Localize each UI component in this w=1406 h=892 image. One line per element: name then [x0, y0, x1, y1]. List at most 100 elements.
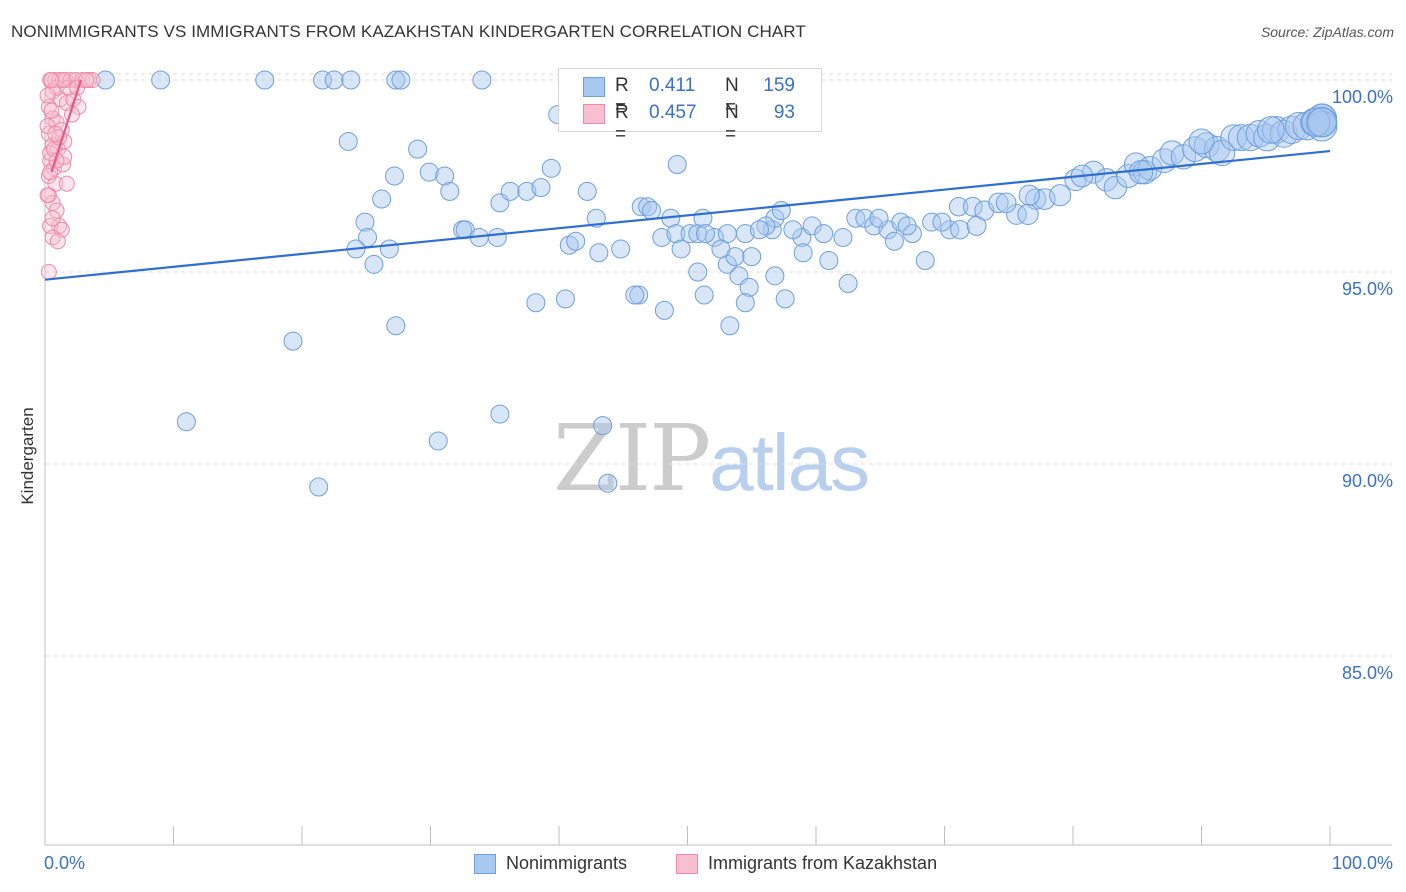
point-nonimmigrants: [555, 289, 575, 309]
point-nonimmigrants: [869, 208, 889, 228]
point-nonimmigrants: [775, 289, 795, 309]
point-nonimmigrants: [667, 154, 687, 174]
y-tick-label: 95.0%: [1342, 279, 1393, 299]
point-nonimmigrants: [654, 300, 674, 320]
n-label: N =: [725, 75, 739, 118]
point-nonimmigrants: [151, 70, 171, 90]
point-nonimmigrants: [671, 239, 691, 259]
point-nonimmigrants: [814, 224, 834, 244]
point-nonimmigrants: [440, 181, 460, 201]
watermark-zip: ZIP: [553, 405, 711, 512]
point-nonimmigrants: [1049, 184, 1072, 207]
y-tick-label: 100.0%: [1332, 87, 1393, 107]
source-label: Source: ZipAtlas.com: [1260, 24, 1394, 40]
legend-swatch-immigrants: [676, 854, 698, 874]
point-nonimmigrants: [922, 212, 942, 232]
point-immigrants: [58, 175, 75, 192]
point-nonimmigrants: [631, 197, 651, 217]
point-nonimmigrants: [255, 70, 275, 90]
point-nonimmigrants: [566, 231, 586, 251]
point-nonimmigrants: [1128, 160, 1154, 185]
point-nonimmigrants: [526, 293, 546, 313]
point-nonimmigrants: [694, 285, 714, 305]
watermark: ZIPatlas: [553, 405, 870, 512]
point-nonimmigrants: [586, 208, 606, 228]
legend-label-immigrants: Immigrants from Kazakhstan: [708, 853, 938, 873]
point-nonimmigrants: [625, 285, 645, 305]
point-nonimmigrants: [802, 216, 822, 236]
point-immigrants: [78, 72, 95, 88]
point-nonimmigrants: [765, 266, 785, 286]
point-immigrants: [44, 210, 61, 227]
point-nonimmigrants: [309, 477, 329, 497]
point-nonimmigrants: [940, 220, 960, 240]
point-nonimmigrants: [749, 220, 769, 240]
x-tick-label-max: 100.0%: [1332, 853, 1393, 873]
point-nonimmigrants: [391, 70, 411, 90]
point-nonimmigrants: [487, 227, 507, 247]
point-nonimmigrants: [897, 216, 917, 236]
point-immigrants: [47, 125, 64, 142]
point-nonimmigrants: [1006, 203, 1027, 225]
point-nonimmigrants: [666, 224, 686, 244]
point-immigrants: [40, 264, 57, 280]
point-immigrants: [43, 102, 60, 119]
point-immigrants: [49, 233, 66, 250]
point-nonimmigrants: [472, 70, 492, 90]
n-value: 159: [763, 75, 795, 96]
point-nonimmigrants: [593, 416, 613, 436]
point-nonimmigrants: [720, 316, 740, 336]
point-nonimmigrants: [950, 220, 970, 240]
point-nonimmigrants: [379, 239, 399, 259]
r-value: 0.411: [649, 75, 696, 96]
point-nonimmigrants: [884, 231, 904, 251]
point-nonimmigrants: [948, 197, 969, 217]
point-nonimmigrants: [1018, 184, 1040, 206]
point-nonimmigrants: [577, 181, 597, 201]
r-label: R =: [615, 75, 629, 118]
point-nonimmigrants: [742, 247, 762, 267]
trendline-immigrants: [50, 79, 83, 173]
point-nonimmigrants: [1227, 124, 1255, 152]
n-value: 93: [773, 102, 795, 123]
point-nonimmigrants: [735, 293, 755, 313]
point-nonimmigrants: [408, 139, 428, 159]
point-nonimmigrants: [1188, 128, 1215, 155]
point-nonimmigrants: [1307, 107, 1337, 138]
y-tick-label: 90.0%: [1342, 471, 1393, 491]
trendline-nonimmigrants: [44, 149, 1331, 281]
point-immigrants: [84, 72, 101, 88]
point-nonimmigrants: [428, 431, 448, 451]
point-nonimmigrants: [688, 262, 708, 282]
chart-title: NONIMMIGRANTS VS IMMIGRANTS FROM KAZAKHS…: [11, 22, 806, 41]
point-nonimmigrants: [966, 215, 987, 236]
point-nonimmigrants: [783, 220, 803, 240]
point-nonimmigrants: [833, 227, 853, 247]
point-nonimmigrants: [385, 166, 405, 186]
r-label: R =: [615, 102, 629, 145]
point-immigrants: [48, 202, 65, 219]
point-nonimmigrants: [695, 224, 715, 244]
point-nonimmigrants: [386, 70, 406, 90]
stats-swatch-nonimmigrants: [583, 77, 605, 97]
point-nonimmigrants: [838, 274, 858, 294]
stats-legend: R = 0.411 N = 159 R = 0.457 N = 93: [558, 68, 822, 145]
point-nonimmigrants: [988, 192, 1009, 214]
point-nonimmigrants: [680, 224, 700, 244]
r-value: 0.457: [649, 102, 697, 123]
point-nonimmigrants: [638, 197, 658, 217]
point-nonimmigrants: [176, 412, 196, 432]
point-nonimmigrants: [1208, 139, 1236, 167]
point-nonimmigrants: [642, 201, 662, 221]
point-nonimmigrants: [932, 212, 952, 232]
point-immigrants: [54, 72, 71, 88]
point-nonimmigrants: [1017, 203, 1039, 226]
stats-swatch-immigrants: [583, 104, 605, 124]
point-nonimmigrants: [793, 243, 813, 263]
point-nonimmigrants: [995, 192, 1017, 214]
point-nonimmigrants: [589, 243, 609, 263]
point-nonimmigrants: [517, 181, 537, 201]
point-nonimmigrants: [1193, 132, 1220, 159]
point-immigrants: [39, 87, 56, 104]
point-nonimmigrants: [341, 70, 361, 90]
